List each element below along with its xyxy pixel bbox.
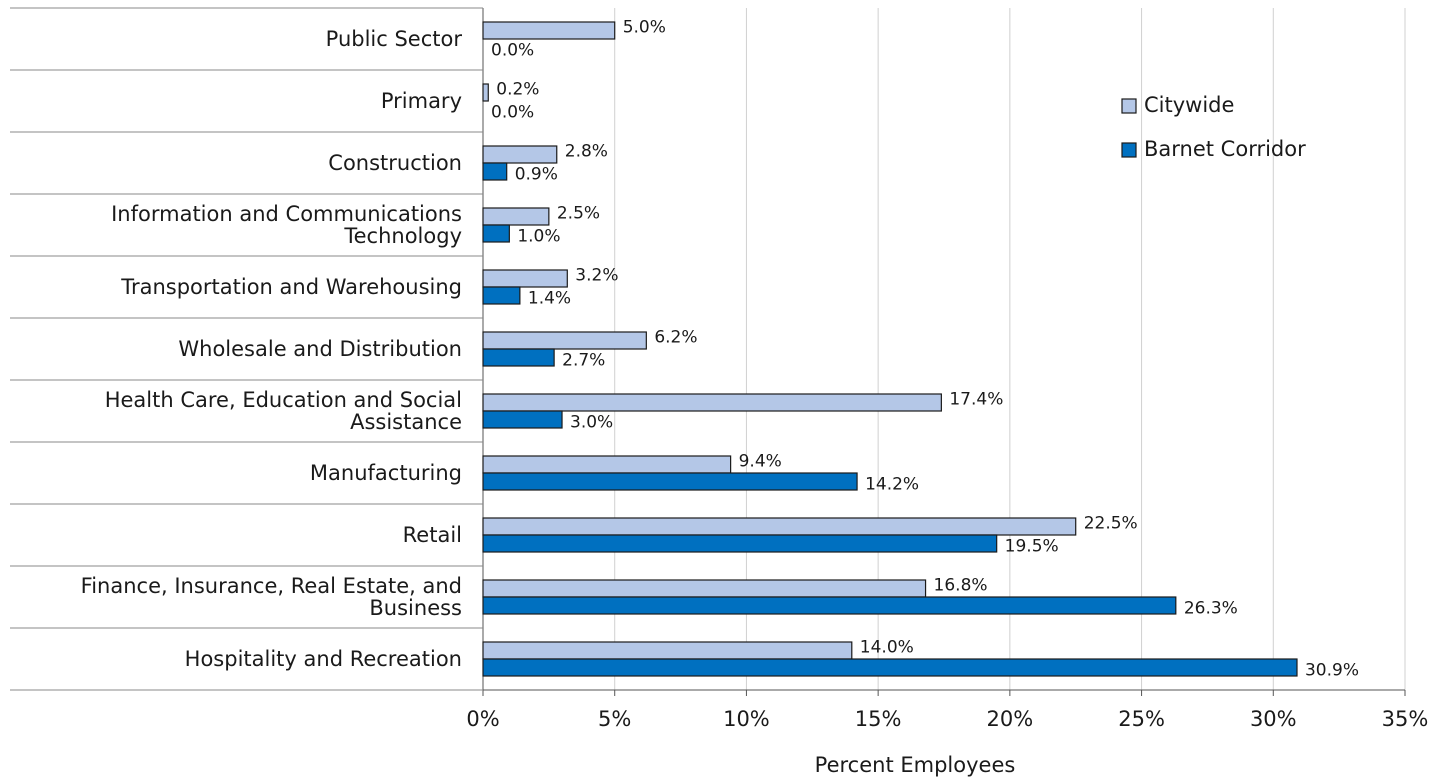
category-label: Primary xyxy=(12,70,462,132)
value-label: 0.0% xyxy=(491,103,534,123)
value-label: 0.2% xyxy=(496,80,539,100)
category-text: Public Sector xyxy=(325,27,462,51)
value-label: 5.0% xyxy=(623,18,666,38)
value-label: 1.4% xyxy=(528,289,571,309)
category-label: Hospitality and Recreation xyxy=(12,628,462,690)
value-label: 19.5% xyxy=(1005,537,1059,557)
x-tick-label: 35% xyxy=(1382,707,1429,731)
bar xyxy=(482,331,647,350)
category-text: Health Care, Education and Social Assist… xyxy=(104,388,462,434)
value-label: 1.0% xyxy=(517,227,560,247)
value-label: 26.3% xyxy=(1184,599,1238,619)
bar xyxy=(482,596,1177,615)
value-label: 6.2% xyxy=(654,328,697,348)
category-text: Primary xyxy=(380,89,462,113)
bar xyxy=(482,641,853,660)
legend-label: Barnet Corridor xyxy=(1144,137,1306,161)
category-label: Wholesale and Distribution xyxy=(12,318,462,380)
x-tick-label: 5% xyxy=(598,707,631,731)
value-label: 17.4% xyxy=(949,390,1003,410)
value-label: 0.9% xyxy=(515,165,558,185)
x-tick-label: 10% xyxy=(723,707,770,731)
category-label: Health Care, Education and Social Assist… xyxy=(12,380,462,442)
bar xyxy=(482,21,616,40)
bar xyxy=(482,145,558,164)
value-label: 14.2% xyxy=(865,475,919,495)
value-label: 16.8% xyxy=(934,576,988,596)
x-tick-label: 20% xyxy=(987,707,1034,731)
category-label: Manufacturing xyxy=(12,442,462,504)
bar xyxy=(482,534,998,553)
value-label: 14.0% xyxy=(860,638,914,658)
bar xyxy=(482,455,732,474)
value-label: 9.4% xyxy=(739,452,782,472)
bar xyxy=(482,517,1077,536)
bar xyxy=(482,658,1298,677)
bar xyxy=(482,472,858,491)
category-label: Information and Communications Technolog… xyxy=(12,194,462,256)
value-label: 2.5% xyxy=(557,204,600,224)
category-label: Retail xyxy=(12,504,462,566)
bar xyxy=(482,348,555,367)
value-label: 22.5% xyxy=(1084,514,1138,534)
bar xyxy=(482,286,521,305)
value-label: 30.9% xyxy=(1305,661,1359,681)
category-text: Transportation and Warehousing xyxy=(121,275,462,299)
category-label: Transportation and Warehousing xyxy=(12,256,462,318)
bar xyxy=(482,207,550,226)
bar xyxy=(482,83,489,102)
legend-swatch xyxy=(1121,98,1137,114)
bar xyxy=(482,410,563,429)
category-label: Public Sector xyxy=(12,8,462,70)
category-text: Retail xyxy=(402,523,462,547)
value-label: 2.7% xyxy=(562,351,605,371)
x-tick-label: 0% xyxy=(466,707,499,731)
category-text: Hospitality and Recreation xyxy=(184,647,462,671)
bar xyxy=(482,224,510,243)
x-tick-label: 25% xyxy=(1118,707,1165,731)
category-label: Construction xyxy=(12,132,462,194)
category-text: Information and Communications Technolog… xyxy=(111,202,462,248)
value-label: 3.2% xyxy=(575,266,618,286)
legend-label: Citywide xyxy=(1144,93,1234,117)
bar xyxy=(482,269,568,288)
value-label: 3.0% xyxy=(570,413,613,433)
value-label: 0.0% xyxy=(491,41,534,61)
category-text: Wholesale and Distribution xyxy=(178,337,462,361)
bar xyxy=(482,393,942,412)
category-text: Construction xyxy=(328,151,462,175)
category-label: Finance, Insurance, Real Estate, and Bus… xyxy=(12,566,462,628)
category-text: Manufacturing xyxy=(309,461,462,485)
bar xyxy=(482,162,508,181)
value-label: 2.8% xyxy=(565,142,608,162)
x-tick-label: 15% xyxy=(855,707,902,731)
bar xyxy=(482,579,927,598)
x-tick-label: 30% xyxy=(1250,707,1297,731)
legend-swatch xyxy=(1121,142,1137,158)
x-axis-label: Percent Employees xyxy=(815,753,1016,777)
category-text: Finance, Insurance, Real Estate, and Bus… xyxy=(80,574,462,620)
